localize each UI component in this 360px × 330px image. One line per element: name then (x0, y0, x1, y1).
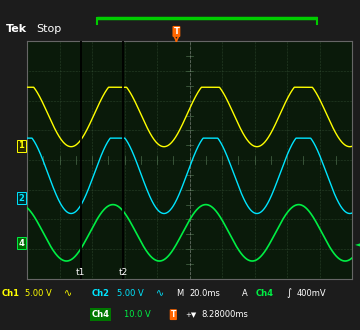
Text: 8.28000ms: 8.28000ms (201, 310, 248, 319)
Text: 5.00 V: 5.00 V (117, 289, 144, 298)
Text: t2: t2 (118, 268, 127, 277)
Text: 20.0ms: 20.0ms (189, 289, 220, 298)
Text: ◄: ◄ (355, 239, 360, 248)
Text: 4: 4 (18, 239, 24, 248)
Text: Tek: Tek (5, 24, 27, 34)
Text: Stop: Stop (36, 24, 61, 34)
Text: 1: 1 (18, 141, 24, 150)
Text: 5.00 V: 5.00 V (25, 289, 52, 298)
Text: Ch4: Ch4 (92, 310, 110, 319)
Text: +▼: +▼ (185, 312, 197, 318)
Text: 10.0 V: 10.0 V (124, 310, 151, 319)
Text: t1: t1 (76, 268, 85, 277)
Text: 400mV: 400mV (297, 289, 327, 298)
Text: T: T (171, 310, 176, 319)
Text: Ch2: Ch2 (92, 289, 110, 298)
Text: ∿: ∿ (64, 288, 72, 298)
Text: M: M (176, 289, 184, 298)
Text: 2: 2 (18, 194, 24, 203)
Text: Ch1: Ch1 (2, 289, 20, 298)
Text: Ch4: Ch4 (256, 289, 274, 298)
Text: A: A (242, 289, 248, 298)
Text: T: T (174, 27, 179, 36)
Text: ∫: ∫ (286, 288, 291, 298)
Text: ∿: ∿ (156, 288, 164, 298)
